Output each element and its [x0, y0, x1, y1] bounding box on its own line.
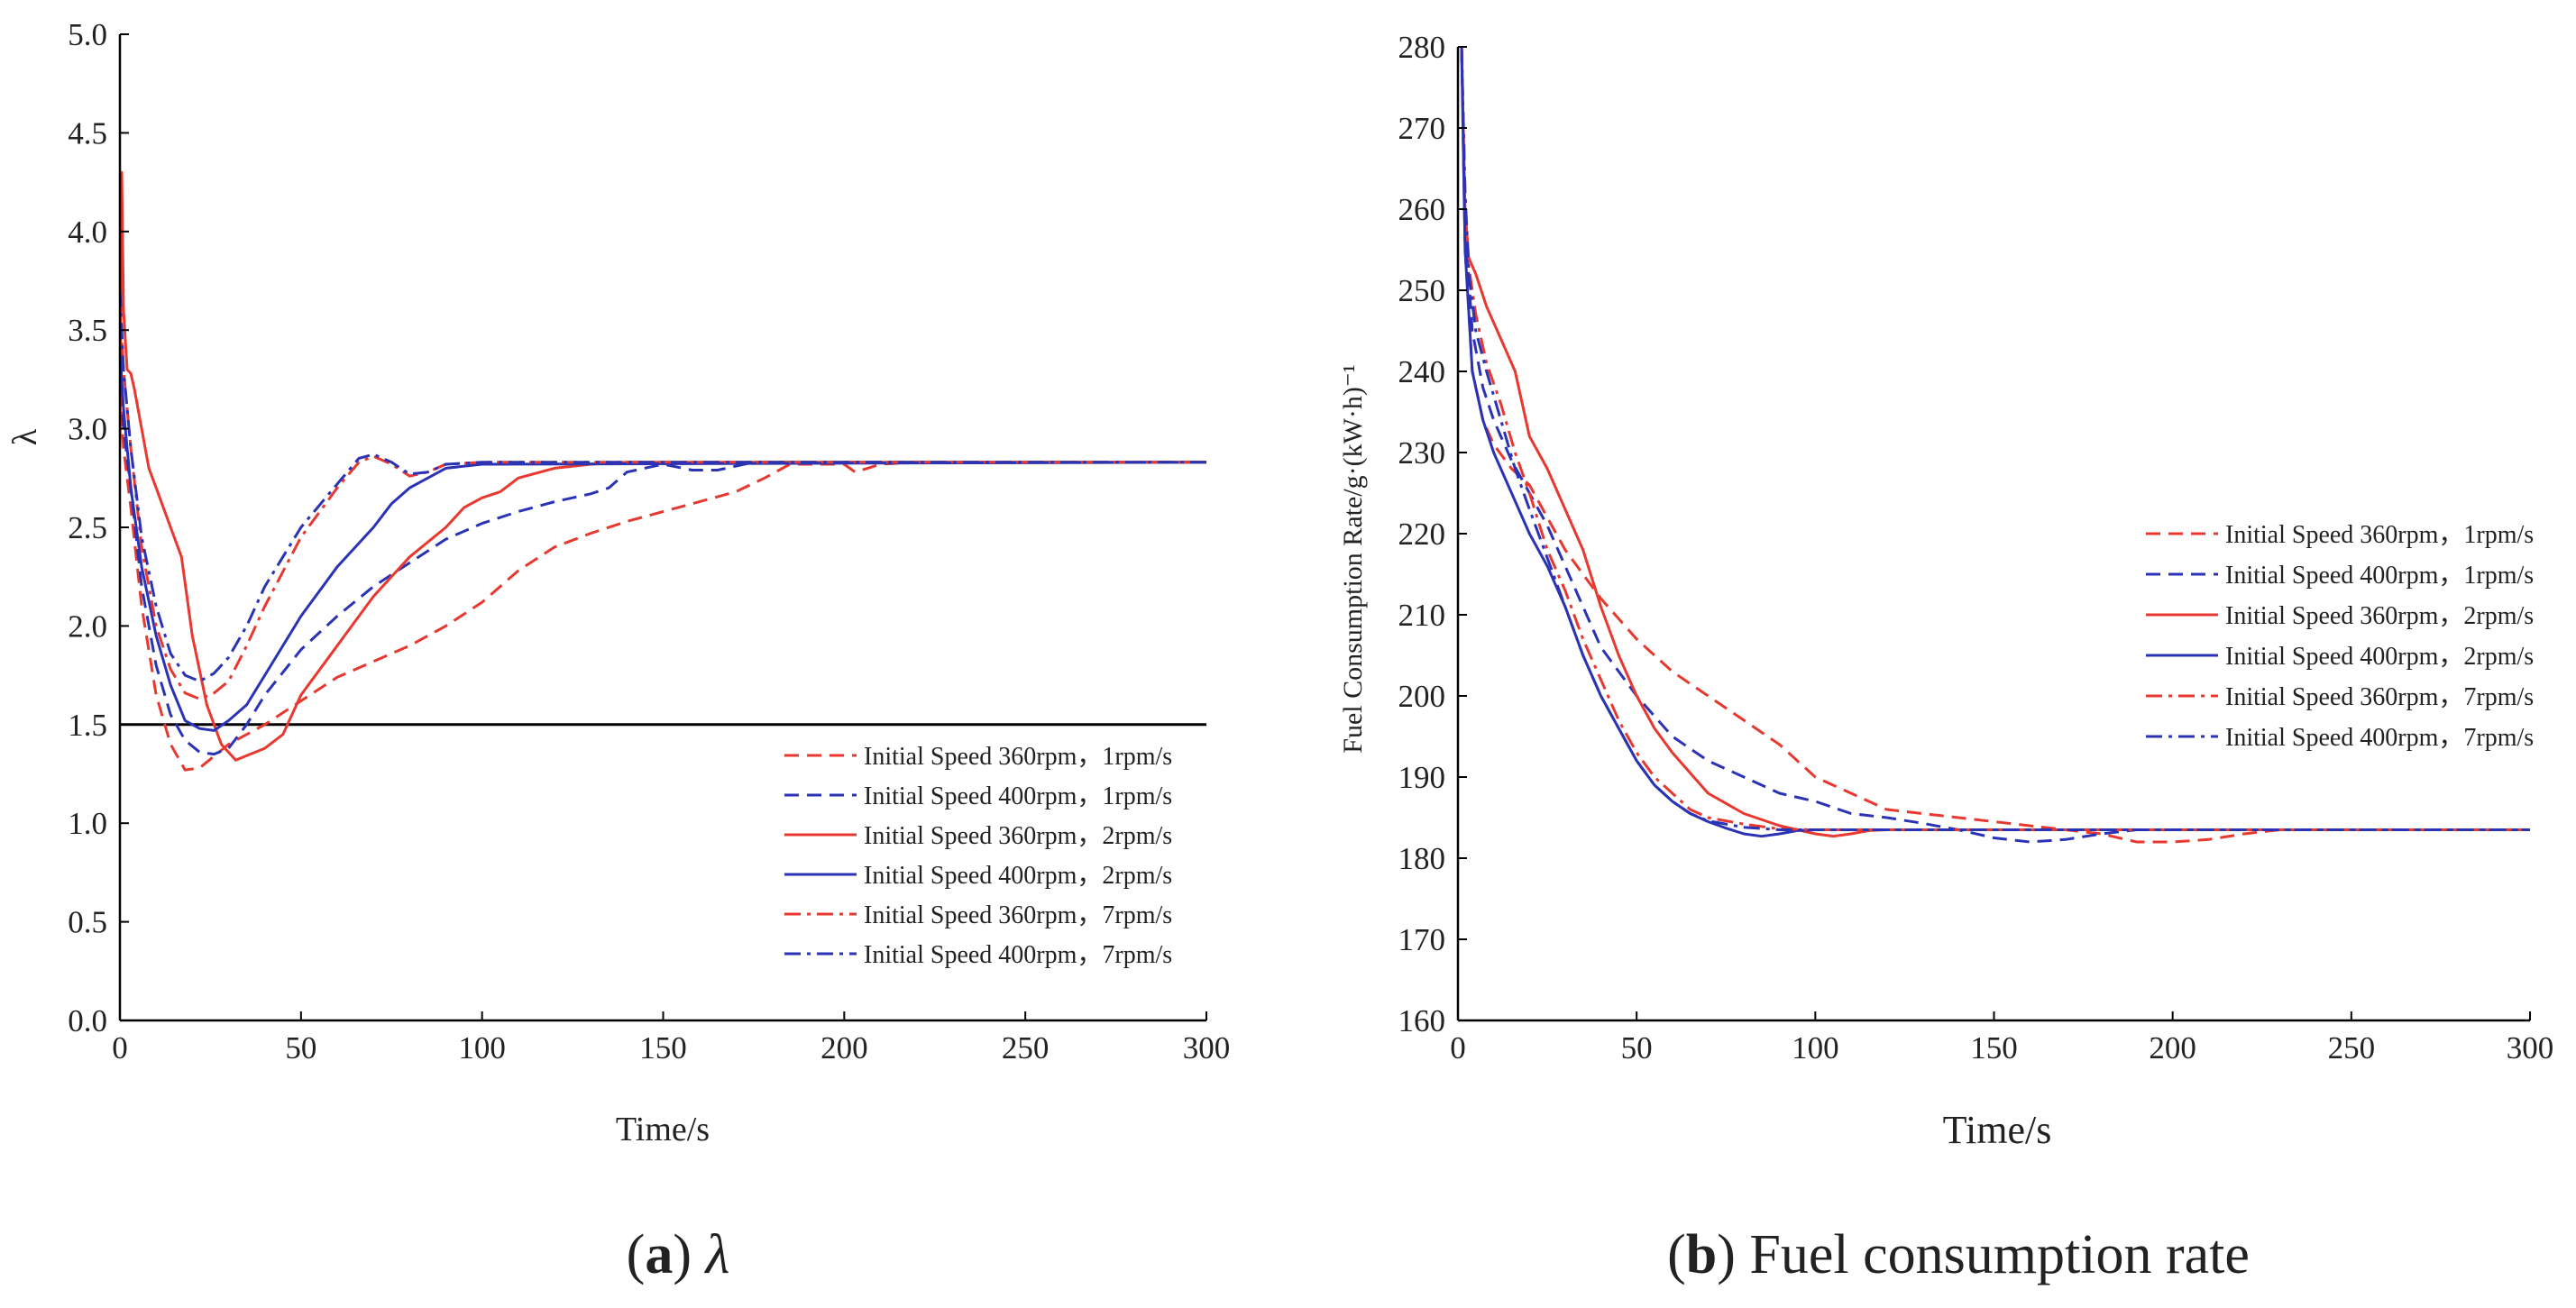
legend-label: Initial Speed 400rpm，1rpm/s [864, 782, 1172, 810]
y-tick-label: 3.5 [68, 313, 107, 348]
x-tick-label: 300 [1183, 1030, 1231, 1066]
y-tick-label: 3.0 [68, 412, 107, 447]
y-tick-label: 260 [1398, 192, 1446, 227]
x-tick-label: 50 [285, 1030, 316, 1066]
y-axis-title: Fuel Consumption Rate/g·(kW·h)⁻¹ [1338, 364, 1368, 753]
x-tick-label: 200 [820, 1030, 868, 1066]
series-line-3 [120, 170, 1206, 762]
x-tick-label: 250 [2328, 1030, 2376, 1066]
y-tick-label: 190 [1398, 760, 1446, 795]
y-tick-label: 5.0 [68, 17, 107, 52]
y-tick-label: 250 [1398, 273, 1446, 308]
legend-label: Initial Speed 400rpm，7rpm/s [864, 941, 1172, 969]
series-line-4 [120, 350, 1206, 732]
x-tick-label: 0 [1450, 1030, 1466, 1066]
panel-a-lambda: 0 50 100 150 200 250 300 0.0 0.5 1.0 1.5 2.0 2.5 3.0 3… [6, 17, 1230, 1148]
y-tick-label: 4.5 [68, 115, 107, 151]
legend: Initial Speed 360rpm，1rpm/s Initial Speed… [784, 743, 1172, 969]
series-line-6 [1460, 46, 2530, 831]
y-tick-label: 200 [1398, 679, 1446, 714]
y-tick-label: 170 [1398, 922, 1446, 957]
legend-label: Initial Speed 400rpm，2rpm/s [864, 862, 1172, 890]
caption-b: (b) Fuel consumption rate [1667, 1224, 2250, 1285]
y-tick-label: 280 [1398, 30, 1446, 65]
legend-label: Initial Speed 360rpm，1rpm/s [2225, 521, 2534, 549]
y-tick-label: 180 [1398, 841, 1446, 876]
x-tick-label: 150 [639, 1030, 687, 1066]
y-tick-label: 270 [1398, 111, 1446, 146]
x-axis-title: Time/s [616, 1111, 710, 1148]
legend: Initial Speed 360rpm，1rpm/s Initial Speed… [2146, 521, 2534, 752]
caption-a: (a) λ [627, 1224, 730, 1285]
y-tick-label: 2.0 [68, 608, 107, 644]
x-tick-label: 150 [1970, 1030, 2018, 1066]
y-tick-label: 210 [1398, 598, 1446, 633]
y-tick-label: 1.0 [68, 806, 107, 841]
series-line-5 [1460, 46, 2530, 831]
x-tick-label: 250 [1002, 1030, 1050, 1066]
y-tick-label: 160 [1398, 1003, 1446, 1038]
x-tick-label: 0 [112, 1030, 128, 1066]
y-tick-label: 1.5 [68, 708, 107, 743]
series-line-1 [120, 389, 1206, 772]
panel-b-fuel-consumption: 0 50 100 150 200 250 300 160 170 180 190 200 210 220 2… [1338, 30, 2553, 1152]
series-line-6 [120, 290, 1206, 683]
y-tick-label: 2.5 [68, 510, 107, 545]
legend-label: Initial Speed 400rpm，7rpm/s [2225, 724, 2534, 752]
x-axis-title: Time/s [1943, 1108, 2052, 1152]
y-tick-label: 0.0 [68, 1003, 107, 1038]
x-tick-label: 100 [458, 1030, 506, 1066]
y-tick-label: 230 [1398, 435, 1446, 471]
y-tick-label: 0.5 [68, 905, 107, 940]
series-line-3 [1460, 46, 2530, 838]
y-axis-title: λ [6, 428, 44, 445]
x-tick-label: 100 [1792, 1030, 1839, 1066]
legend-label: Initial Speed 400rpm，2rpm/s [2225, 643, 2534, 671]
legend-label: Initial Speed 360rpm，2rpm/s [2225, 602, 2534, 630]
y-tick-label: 240 [1398, 354, 1446, 389]
y-tick-label: 220 [1398, 517, 1446, 552]
series-line-1 [1460, 46, 2530, 844]
legend-label: Initial Speed 360rpm，7rpm/s [2225, 683, 2534, 711]
legend-label: Initial Speed 360rpm，2rpm/s [864, 822, 1172, 850]
x-tick-label: 200 [2149, 1030, 2196, 1066]
series-line-2 [120, 369, 1206, 756]
x-tick-label: 300 [2507, 1030, 2554, 1066]
legend-label: Initial Speed 360rpm，7rpm/s [864, 901, 1172, 929]
legend-label: Initial Speed 360rpm，1rpm/s [864, 743, 1172, 771]
y-tick-label: 4.0 [68, 215, 107, 250]
x-tick-label: 50 [1621, 1030, 1653, 1066]
legend-label: Initial Speed 400rpm，1rpm/s [2225, 562, 2534, 590]
series-line-2 [1460, 46, 2530, 844]
